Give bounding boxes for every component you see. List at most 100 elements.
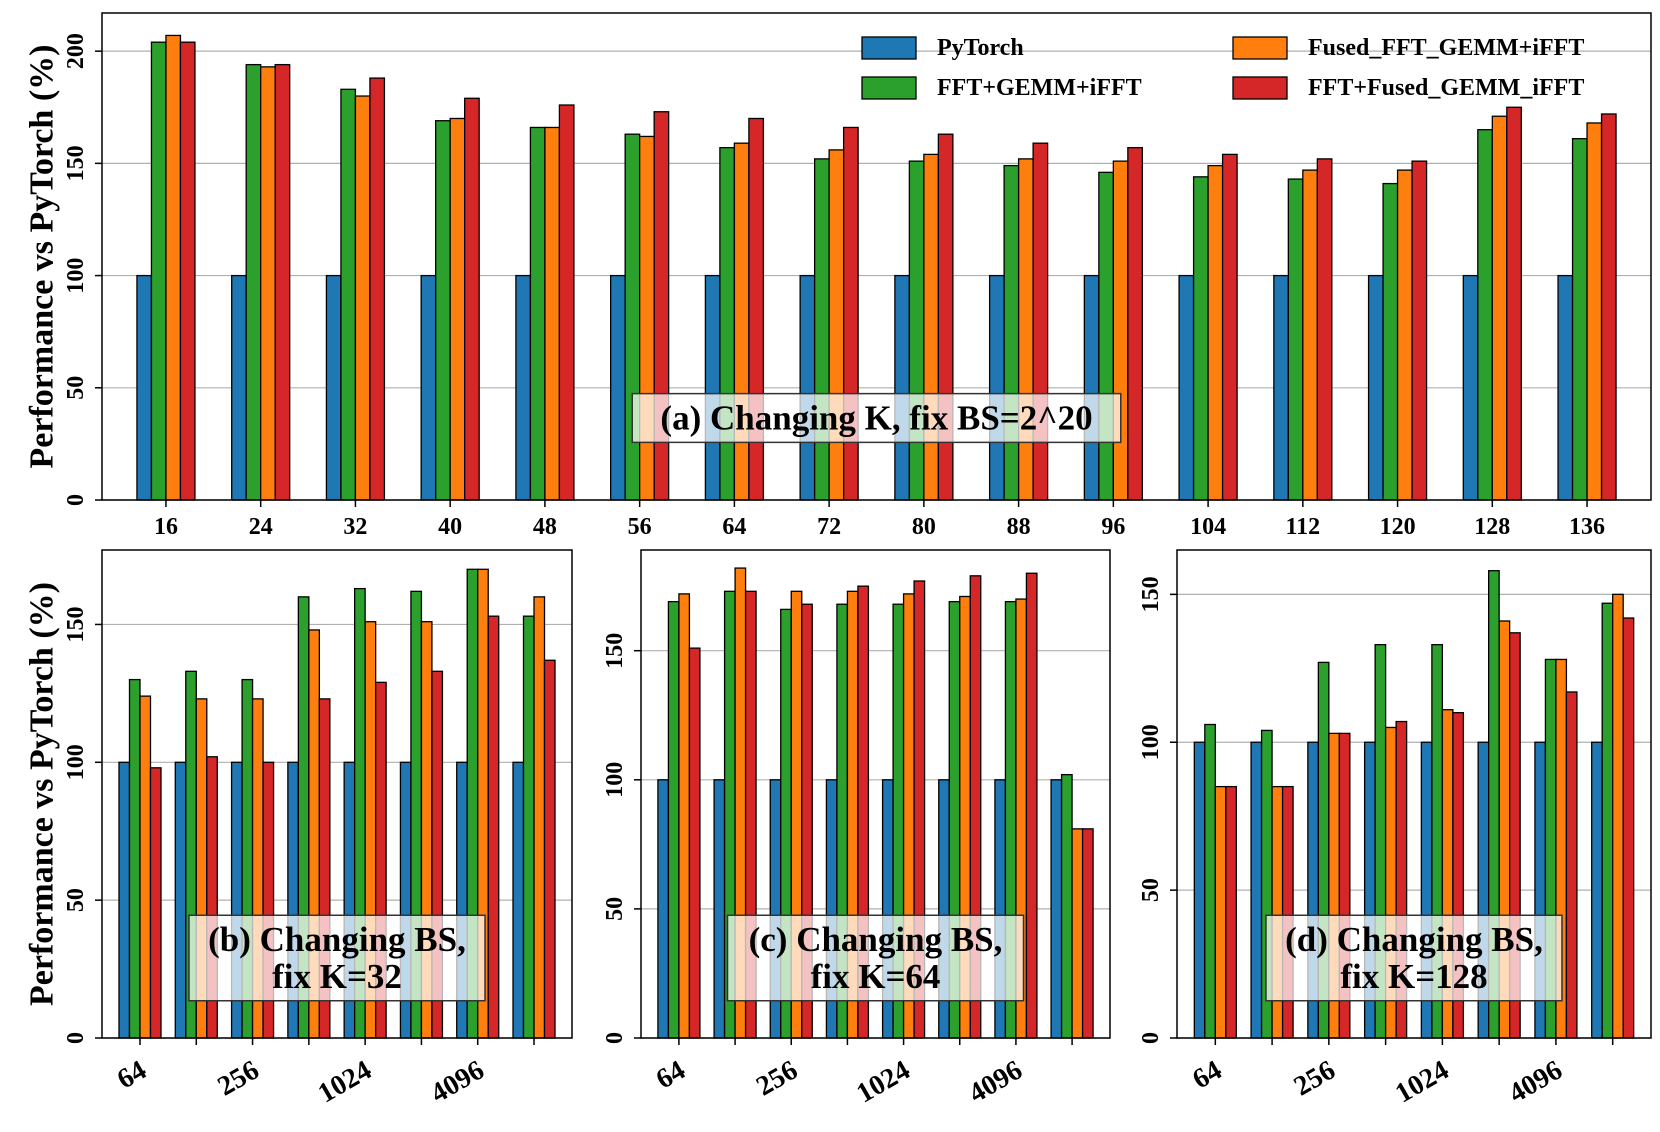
y-tick-label: 50: [1138, 878, 1164, 902]
x-tick-label: 64: [722, 514, 746, 540]
x-tick-label: 256: [1289, 1055, 1341, 1103]
chart-title: (b) Changing BS,: [208, 920, 466, 959]
bar-PyTorch-64: [704, 274, 721, 501]
bar-FFT+Fused_GEMM_iFFT-136: [1600, 113, 1617, 501]
x-tick-label: 136: [1569, 514, 1605, 540]
chart-panel-b: 0 50 100 150 64 256 1024 4096 Performance vs PyT…: [24, 549, 573, 1110]
legend-swatch: [861, 76, 917, 100]
y-axis-label: Performance vs PyTorch (%): [24, 582, 61, 1006]
x-tick-label: 104: [1190, 514, 1226, 540]
x-tick-label: 256: [751, 1055, 803, 1103]
bar-FFT+Fused_GEMM_iFFT-112: [1316, 158, 1333, 501]
bar-PyTorch-24: [231, 274, 247, 501]
y-tick-label: 0: [63, 1032, 89, 1044]
bar-FFT+Fused_GEMM_iFFT-104: [1221, 153, 1238, 501]
bar-FFT+GEMM+iFFT-128: [1477, 129, 1493, 501]
bar-PyTorch-72: [799, 274, 816, 501]
bar-FFT+Fused_GEMM_iFFT-64: [149, 767, 162, 1039]
bar-PyTorch-64: [657, 779, 670, 1039]
bar-FFT+GEMM+iFFT-64: [128, 678, 141, 1039]
x-tick-label: 72: [817, 514, 841, 540]
bar-PyTorch-136: [1557, 274, 1574, 501]
bar-FFT+Fused_GEMM_iFFT-8192: [543, 659, 556, 1039]
bar-FFT+Fused_GEMM_iFFT-16: [179, 41, 196, 501]
bar-Fused_FFT_GEMM+iFFT-8192: [1612, 593, 1624, 1039]
bar-FFT+GEMM+iFFT-96: [1098, 171, 1115, 501]
bar-FFT+GEMM+iFFT-72: [813, 158, 830, 501]
bar-Fused_FFT_GEMM+iFFT-80: [923, 153, 940, 501]
x-tick-label: 48: [533, 514, 557, 540]
x-tick-label: 64: [651, 1055, 691, 1096]
chart-title: fix K=128: [1340, 957, 1487, 996]
bar-PyTorch-64: [1193, 741, 1206, 1039]
x-tick-label: 112: [1285, 514, 1320, 540]
y-axis-label: Performance vs PyTorch (%): [24, 45, 61, 469]
bar-FFT+Fused_GEMM_iFFT-88: [1032, 142, 1049, 501]
bar-FFT+GEMM+iFFT-24: [245, 63, 262, 501]
bar-Fused_FFT_GEMM+iFFT-96: [1112, 160, 1129, 501]
bar-Fused_FFT_GEMM+iFFT-72: [828, 149, 845, 501]
y-tick-label: 150: [1138, 576, 1164, 612]
bar-FFT+Fused_GEMM_iFFT-4096: [487, 615, 500, 1039]
x-tick-label: 4096: [425, 1055, 489, 1110]
bar-FFT+GEMM+iFFT-8192: [1060, 773, 1073, 1039]
y-tick-label: 100: [63, 744, 89, 780]
bar-FFT+GEMM+iFFT-80: [908, 160, 925, 501]
chart-panel-c: 0 50 100 150 64 256 1024 4096 (c) Changing BS,fi…: [602, 549, 1111, 1109]
bar-FFT+Fused_GEMM_iFFT-128: [1506, 106, 1522, 501]
y-tick-label: 200: [63, 33, 89, 69]
legend: PyTorch FFT+GEMM+iFFT Fused_FFT_GEMM+iFFT F…: [861, 35, 1584, 101]
bar-Fused_FFT_GEMM+iFFT-128: [1491, 115, 1508, 501]
x-tick-label: 40: [438, 514, 462, 540]
bar-Fused_FFT_GEMM+iFFT-64: [139, 695, 152, 1039]
axes-frame: [101, 12, 1652, 501]
bar-FFT+Fused_GEMM_iFFT-4096: [1565, 691, 1578, 1039]
axes-frame: [1176, 549, 1652, 1039]
x-tick-label: 128: [1474, 514, 1510, 540]
bar-FFT+Fused_GEMM_iFFT-64: [688, 647, 701, 1039]
bar-Fused_FFT_GEMM+iFFT-88: [1017, 158, 1034, 501]
bar-FFT+GEMM+iFFT-48: [529, 126, 546, 501]
x-tick-label: 4096: [1504, 1055, 1568, 1110]
x-tick-label: 120: [1380, 514, 1416, 540]
y-tick-label: 0: [602, 1032, 628, 1044]
bar-Fused_FFT_GEMM+iFFT-64: [678, 593, 691, 1039]
bar-FFT+GEMM+iFFT-40: [435, 120, 451, 501]
y-tick-label: 150: [602, 633, 628, 669]
legend-label: FFT+Fused_GEMM_iFFT: [1308, 75, 1584, 101]
bar-FFT+Fused_GEMM_iFFT-32: [369, 77, 386, 501]
bar-FFT+GEMM+iFFT-8192: [522, 615, 535, 1039]
y-tick-label: 100: [63, 258, 89, 294]
bar-FFT+GEMM+iFFT-8192: [1601, 602, 1614, 1039]
bar-PyTorch-128: [1462, 274, 1479, 501]
bar-FFT+GEMM+iFFT-112: [1287, 178, 1304, 501]
chart-title-box: [188, 914, 486, 1002]
bar-Fused_FFT_GEMM+iFFT-104: [1207, 164, 1224, 501]
bar-PyTorch-40: [420, 274, 437, 501]
y-tick-label: 100: [602, 762, 628, 798]
bar-Fused_FFT_GEMM+iFFT-24: [260, 66, 276, 501]
bar-Fused_FFT_GEMM+iFFT-16: [165, 34, 182, 501]
chart-panel-a: 0 50 100 150 200 16 24 32 40 48 56 64 72 80 88 96 104 112…: [24, 12, 1652, 540]
x-tick-label: 88: [1007, 514, 1031, 540]
axes-frame: [640, 549, 1111, 1039]
chart-title: (c) Changing BS,: [749, 920, 1003, 959]
bar-FFT+GEMM+iFFT-120: [1382, 182, 1399, 501]
bar-PyTorch-104: [1178, 274, 1195, 501]
y-tick-label: 0: [1138, 1032, 1164, 1044]
bar-FFT+GEMM+iFFT-104: [1192, 176, 1209, 501]
chart-title: fix K=64: [811, 957, 941, 996]
bar-FFT+Fused_GEMM_iFFT-96: [1127, 147, 1144, 501]
bar-FFT+GEMM+iFFT-136: [1571, 138, 1588, 501]
bar-PyTorch-128: [713, 779, 726, 1039]
y-tick-label: 50: [63, 888, 89, 912]
bar-Fused_FFT_GEMM+iFFT-8192: [1071, 828, 1084, 1039]
bar-Fused_FFT_GEMM+iFFT-40: [449, 117, 466, 501]
bar-PyTorch-112: [1273, 274, 1289, 501]
bar-FFT+GEMM+iFFT-64: [667, 600, 680, 1039]
chart-title-box: [1265, 914, 1563, 1002]
x-tick-label: 32: [343, 514, 367, 540]
bar-PyTorch-96: [1083, 274, 1100, 501]
bar-Fused_FFT_GEMM+iFFT-32: [354, 95, 371, 501]
